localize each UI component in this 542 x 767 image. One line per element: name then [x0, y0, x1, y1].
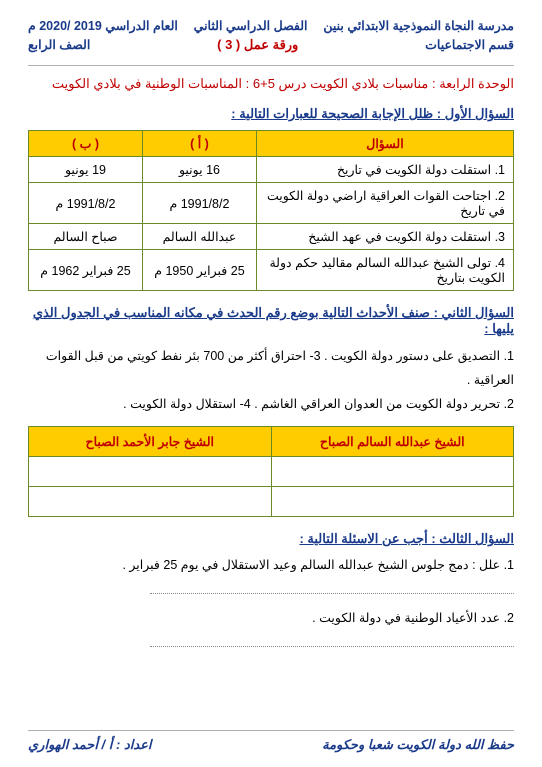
table-row: [29, 487, 514, 517]
q2-answer-cell[interactable]: [271, 487, 514, 517]
footer-author: اعداد : أ / أحمد الهواري: [28, 737, 152, 753]
footer: حفظ الله دولة الكويت شعبا وحكومة اعداد :…: [28, 730, 514, 753]
q1-table: السؤال ( أ ) ( ب ) 1. استقلت دولة الكويت…: [28, 130, 514, 291]
school-name: مدرسة النجاة النموذجية الابتدائي بنين: [323, 18, 514, 33]
table-row: 1. استقلت دولة الكويت في تاريخ 16 يونيو …: [29, 157, 514, 183]
q1-head-question: السؤال: [256, 131, 513, 157]
q2-events: 1. التصديق على دستور دولة الكويت . 3- اح…: [28, 345, 514, 416]
department: قسم الاجتماعيات: [425, 37, 514, 53]
q2-events-line2: 2. تحرير دولة الكويت من العدوان العراقي …: [28, 393, 514, 417]
table-row: [29, 457, 514, 487]
grade-level: الصف الرابع: [28, 37, 90, 53]
header-row-2: قسم الاجتماعيات ورقة عمل ( 3 ) الصف الرا…: [28, 37, 514, 53]
q2-header-row: الشيخ عبدالله السالم الصباح الشيخ جابر ا…: [29, 427, 514, 457]
q1-cell: 1991/8/2 م: [142, 183, 256, 224]
header: مدرسة النجاة النموذجية الابتدائي بنين ال…: [28, 18, 514, 53]
q1-cell: 25 فبراير 1962 م: [29, 250, 143, 291]
q2-title: السؤال الثاني : صنف الأحداث التالية بوضع…: [28, 305, 514, 337]
worksheet-title: ورقة عمل ( 3 ): [217, 37, 298, 53]
q1-cell: صباح السالم: [29, 224, 143, 250]
q2-table: الشيخ عبدالله السالم الصباح الشيخ جابر ا…: [28, 426, 514, 517]
q1-cell: 2. اجتاحت القوات العراقية اراضي دولة الك…: [256, 183, 513, 224]
q2-head-left: الشيخ جابر الأحمد الصباح: [29, 427, 272, 457]
semester: الفصل الدراسي الثاني: [194, 18, 308, 33]
q1-header-row: السؤال ( أ ) ( ب ): [29, 131, 514, 157]
q1-title: السؤال الأول : ظلل الإجابة الصحيحة للعبا…: [28, 106, 514, 122]
q2-answer-cell[interactable]: [271, 457, 514, 487]
q2-answer-cell[interactable]: [29, 457, 272, 487]
q1-cell: عبدالله السالم: [142, 224, 256, 250]
table-row: 3. استقلت دولة الكويت في عهد الشيخ عبدال…: [29, 224, 514, 250]
q1-cell: 1991/8/2 م: [29, 183, 143, 224]
unit-description: الوحدة الرابعة : مناسبات بلادي الكويت در…: [28, 76, 514, 92]
q1-head-b: ( ب ): [29, 131, 143, 157]
q1-cell: 3. استقلت دولة الكويت في عهد الشيخ: [256, 224, 513, 250]
q1-cell: 1. استقلت دولة الكويت في تاريخ: [256, 157, 513, 183]
divider: [28, 65, 514, 66]
q1-cell: 16 يونيو: [142, 157, 256, 183]
footer-motto: حفظ الله دولة الكويت شعبا وحكومة: [322, 737, 514, 753]
q1-cell: 19 يونيو: [29, 157, 143, 183]
q1-cell: 25 فبراير 1950 م: [142, 250, 256, 291]
table-row: 2. اجتاحت القوات العراقية اراضي دولة الك…: [29, 183, 514, 224]
q2-events-line1: 1. التصديق على دستور دولة الكويت . 3- اح…: [28, 345, 514, 393]
answer-line[interactable]: [150, 629, 515, 647]
q1-head-a: ( أ ): [142, 131, 256, 157]
q2-head-right: الشيخ عبدالله السالم الصباح: [271, 427, 514, 457]
q3-title: السؤال الثالث : أجب عن الاسئلة التالية :: [28, 531, 514, 547]
q1-cell: 4. تولى الشيخ عبدالله السالم مقاليد حكم …: [256, 250, 513, 291]
header-row-1: مدرسة النجاة النموذجية الابتدائي بنين ال…: [28, 18, 514, 33]
q3-item-1: 1. علل : دمج جلوس الشيخ عبدالله السالم و…: [28, 557, 514, 572]
table-row: 4. تولى الشيخ عبدالله السالم مقاليد حكم …: [29, 250, 514, 291]
q2-answer-cell[interactable]: [29, 487, 272, 517]
q3-item-2: 2. عدد الأعياد الوطنية في دولة الكويت .: [28, 610, 514, 625]
answer-line[interactable]: [150, 576, 515, 594]
academic-year: العام الدراسي 2019 /2020 م: [28, 18, 178, 33]
